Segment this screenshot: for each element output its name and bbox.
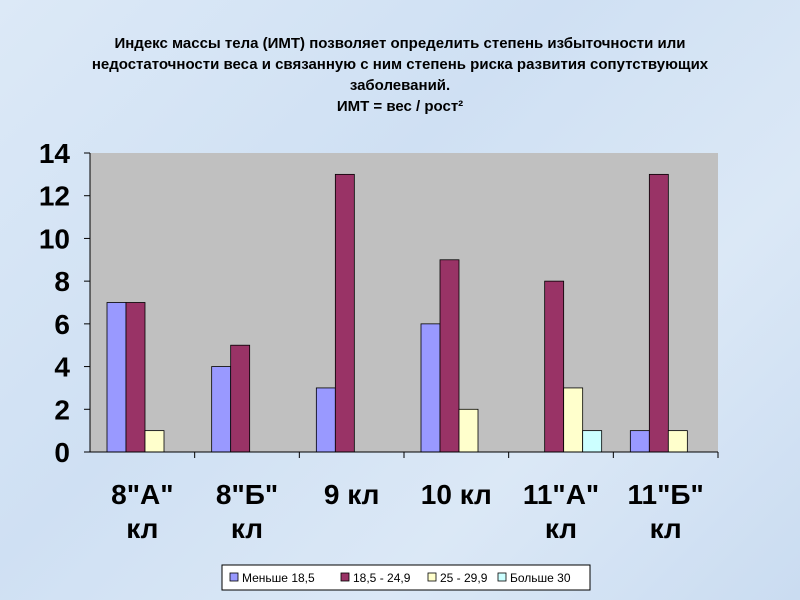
bar: [582, 430, 603, 453]
x-tick-label: 8"Б" кл: [215, 479, 279, 544]
legend-label: 18,5 - 24,9: [353, 571, 411, 585]
legend-swatch: [427, 572, 437, 582]
x-tick-label: 11"А" кл: [522, 479, 600, 544]
y-tick-label: 4: [54, 352, 70, 383]
y-tick-label: 10: [39, 223, 70, 254]
x-tick-label: 10 кл: [420, 479, 492, 510]
bar: [563, 387, 584, 453]
bar: [230, 344, 251, 453]
bar: [439, 259, 460, 453]
y-tick-label: 6: [54, 309, 70, 340]
x-tick-label: 11"Б" кл: [627, 479, 704, 544]
bar: [106, 302, 127, 453]
y-tick-label: 2: [54, 394, 70, 425]
y-tick-label: 12: [39, 181, 70, 212]
bar: [544, 280, 565, 453]
bar: [667, 430, 688, 453]
bar: [125, 302, 146, 453]
legend-label: 25 - 29,9: [440, 571, 488, 585]
legend-swatch: [229, 572, 239, 582]
bar: [315, 387, 336, 453]
bar: [458, 408, 479, 453]
plot-area: [90, 153, 718, 452]
legend-box: [221, 564, 591, 591]
x-tick-label: 9 кл: [323, 479, 380, 510]
y-tick-label: 0: [54, 437, 70, 468]
legend-swatch: [497, 572, 507, 582]
legend-swatch: [340, 572, 350, 582]
bar: [334, 173, 355, 453]
bar: [629, 430, 650, 453]
chart-title: Индекс массы тела (ИМТ) позволяет опреде…: [91, 35, 709, 94]
y-tick-label: 14: [39, 138, 71, 169]
legend-label: Меньше 18,5: [242, 571, 315, 585]
bar: [211, 366, 232, 453]
x-tick-label: 8"А" кл: [111, 479, 174, 544]
bar: [144, 430, 165, 453]
legend-label: Больше 30: [510, 571, 571, 585]
chart-subtitle: ИМТ = вес / рост²: [336, 98, 464, 115]
bar: [420, 323, 441, 453]
bar: [648, 173, 669, 453]
y-tick-label: 8: [54, 266, 70, 297]
